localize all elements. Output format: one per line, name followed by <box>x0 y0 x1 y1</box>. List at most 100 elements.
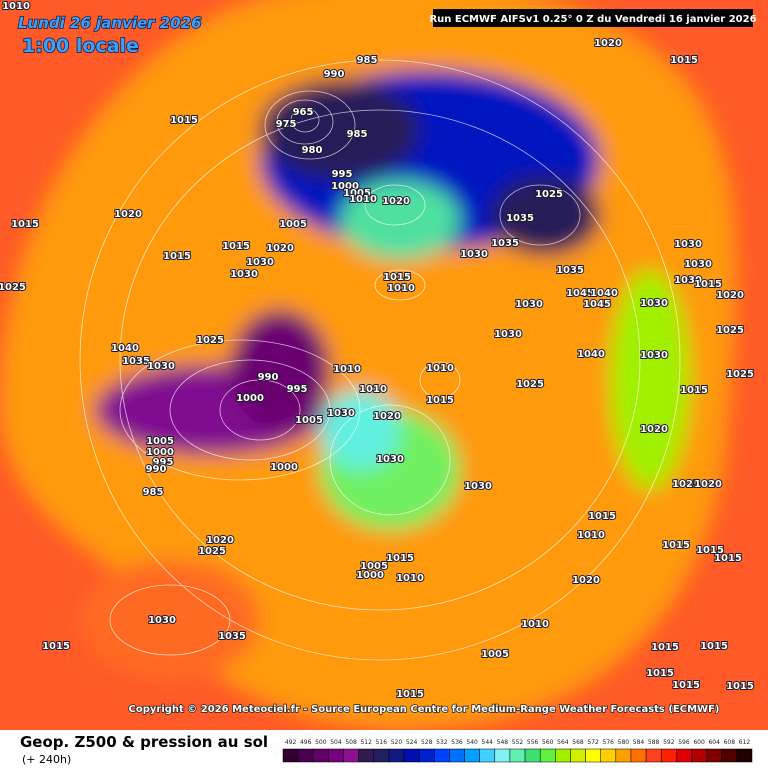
isobar-label: 1005 <box>481 649 509 660</box>
isobar-label: 975 <box>276 119 297 130</box>
isobar-label: 1025 <box>716 325 744 336</box>
isobar-label: 1030 <box>640 298 668 309</box>
isobar-label: 1015 <box>426 395 454 406</box>
height-field <box>0 0 737 730</box>
high-orange <box>80 560 260 680</box>
colorbar-tick-label: 608 <box>724 739 736 746</box>
isobar-label: 1010 <box>426 363 454 374</box>
isobar-label: 1025 <box>516 379 544 390</box>
isobar-label: 1015 <box>646 668 674 679</box>
isobar-label: 1045 <box>566 288 594 299</box>
colorbar-tick-label: 580 <box>618 739 630 746</box>
colorbar-swatch <box>464 748 480 763</box>
colorbar-swatch <box>403 748 420 763</box>
isobar-label: 1020 <box>640 424 668 435</box>
isobar-label: 965 <box>293 107 314 118</box>
copyright: Copyright © 2026 Meteociel.fr - Source E… <box>129 704 720 715</box>
colorbar-swatch <box>373 748 390 763</box>
colorbar-swatch <box>706 748 722 763</box>
colorbar: 492 496 500 504 508 512 516 520 524 528 532 536 540 5… <box>282 739 753 763</box>
isobar-label: 1010 <box>521 619 549 630</box>
isobar-label: 1030 <box>246 257 274 268</box>
isobar-label: 1020 <box>382 196 410 207</box>
isobar-label: 1035 <box>556 265 584 276</box>
isobar-label: 1000 <box>146 447 174 458</box>
colorbar-swatch <box>615 748 632 763</box>
isobar-label: 1010 <box>396 573 424 584</box>
isobar-label: 980 <box>302 145 323 156</box>
low-purple <box>230 310 330 430</box>
colorbar-swatch <box>313 748 329 763</box>
colorbar-tick-label: 568 <box>572 739 584 746</box>
isobar-label: 1030 <box>230 269 258 280</box>
isobar-label: 1010 <box>387 283 415 294</box>
isobar-label: 1020 <box>594 38 622 49</box>
isobar-label: 1010 <box>359 384 387 395</box>
isobar-label: 1015 <box>694 279 722 290</box>
colorbar-swatch <box>494 748 511 763</box>
isobar-label: 1015 <box>662 540 690 551</box>
isobar-label: 1035 <box>122 356 150 367</box>
isobar-label: 1020 <box>266 243 294 254</box>
colorbar-tick-label: 548 <box>497 739 509 746</box>
isobar-label: 1030 <box>460 249 488 260</box>
isobar-label: 1020 <box>114 209 142 220</box>
ridge-lime <box>610 270 690 490</box>
colorbar-tick-label: 496 <box>300 739 312 746</box>
colorbar-tick-label: 560 <box>542 739 554 746</box>
colorbar-swatch <box>282 748 299 763</box>
colorbar-swatch <box>343 748 359 763</box>
colorbar-tick-label: 508 <box>345 739 357 746</box>
isobar-label: 1010 <box>2 1 30 12</box>
isobar-label: 1010 <box>577 530 605 541</box>
colorbar-swatch <box>600 748 617 763</box>
colorbar-swatch <box>721 748 738 763</box>
legend-title: Geop. Z500 & pression au sol <box>20 733 268 751</box>
colorbar-swatch <box>388 748 405 763</box>
isobar-label: 1030 <box>148 615 176 626</box>
isobar-label: 1020 <box>373 411 401 422</box>
colorbar-tick-label: 540 <box>466 739 478 746</box>
isobar-label: 1015 <box>700 641 728 652</box>
isobar-label: 985 <box>143 487 164 498</box>
isobar-label: 1015 <box>714 553 742 564</box>
colorbar-tick-label: 544 <box>482 739 494 746</box>
isobar-label: 1010 <box>333 364 361 375</box>
colorbar-tick-label: 572 <box>587 739 599 746</box>
isobar-label: 1005 <box>343 188 371 199</box>
isobar-label: 1020 <box>206 535 234 546</box>
isobar-label: 985 <box>347 129 368 140</box>
isobar-label: 1030 <box>376 454 404 465</box>
isobar-label: 990 <box>324 69 345 80</box>
isobar-label: 985 <box>357 55 378 66</box>
isobar-label: 1025 <box>535 189 563 200</box>
isobar-label: 995 <box>332 169 353 180</box>
isobar-label: 1030 <box>515 299 543 310</box>
isobar-label: 995 <box>153 457 174 468</box>
ridge-cyan <box>320 390 400 470</box>
isobar-label: 1015 <box>222 241 250 252</box>
isobar-labels: 1010102010159909859659759809859951000100… <box>0 0 755 701</box>
isobar-label: 1025 <box>672 479 700 490</box>
colorbar-tick-label: 516 <box>376 739 388 746</box>
colorbar-tick-label: 528 <box>421 739 433 746</box>
isobar-label: 1035 <box>506 213 534 224</box>
forecast-date: Lundi 26 janvier 2026 <box>18 14 202 32</box>
isobars <box>79 59 681 661</box>
colorbar-tick-label: 584 <box>633 739 645 746</box>
run-info: Run ECMWF AIFSv1 0.25° 0 Z du Vendredi 1… <box>429 14 756 25</box>
isobar-label: 990 <box>258 372 279 383</box>
colorbar-tick-label: 524 <box>406 739 418 746</box>
colorbar-tick-label: 492 <box>285 739 297 746</box>
colorbar-swatch <box>434 748 450 763</box>
isobar-label: 1015 <box>42 641 70 652</box>
isobar-label: 1015 <box>672 680 700 691</box>
isobar-label: 1020 <box>716 290 744 301</box>
colorbar-tick-label: 536 <box>451 739 463 746</box>
legend-subtitle: (+ 240h) <box>22 753 71 766</box>
isobar-label: 1025 <box>196 335 224 346</box>
colorbar-tick-label: 564 <box>557 739 569 746</box>
isobar-label: 1020 <box>694 479 722 490</box>
colorbar-swatch <box>585 748 601 763</box>
colorbar-tick-label: 576 <box>603 739 615 746</box>
